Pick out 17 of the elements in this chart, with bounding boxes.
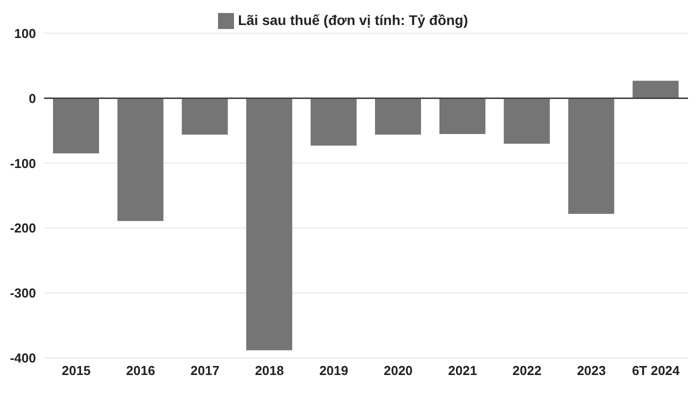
y-tick-label: -400: [10, 350, 36, 366]
y-tick-label: 0: [28, 90, 36, 106]
x-tick-label: 2021: [448, 363, 478, 378]
y-tick-label: -300: [10, 286, 36, 301]
x-tick-label: 6T 2024: [632, 363, 680, 378]
y-tick-label: -100: [10, 156, 36, 171]
legend-label: Lãi sau thuế (đơn vị tính: Tỷ đồng): [238, 12, 468, 28]
x-tick-label: 2022: [512, 363, 542, 378]
x-tick-label: 2015: [62, 363, 91, 378]
x-tick-label: 2016: [126, 363, 156, 378]
y-tick-label: 100: [14, 26, 36, 41]
x-tick-label: 2019: [319, 363, 348, 378]
x-tick-label: 2023: [576, 363, 606, 378]
y-tick-label: -200: [10, 220, 36, 236]
x-tick-label: 2018: [254, 363, 284, 378]
x-tick-label: 2017: [190, 363, 220, 378]
x-tick-label: 2020: [384, 363, 413, 378]
